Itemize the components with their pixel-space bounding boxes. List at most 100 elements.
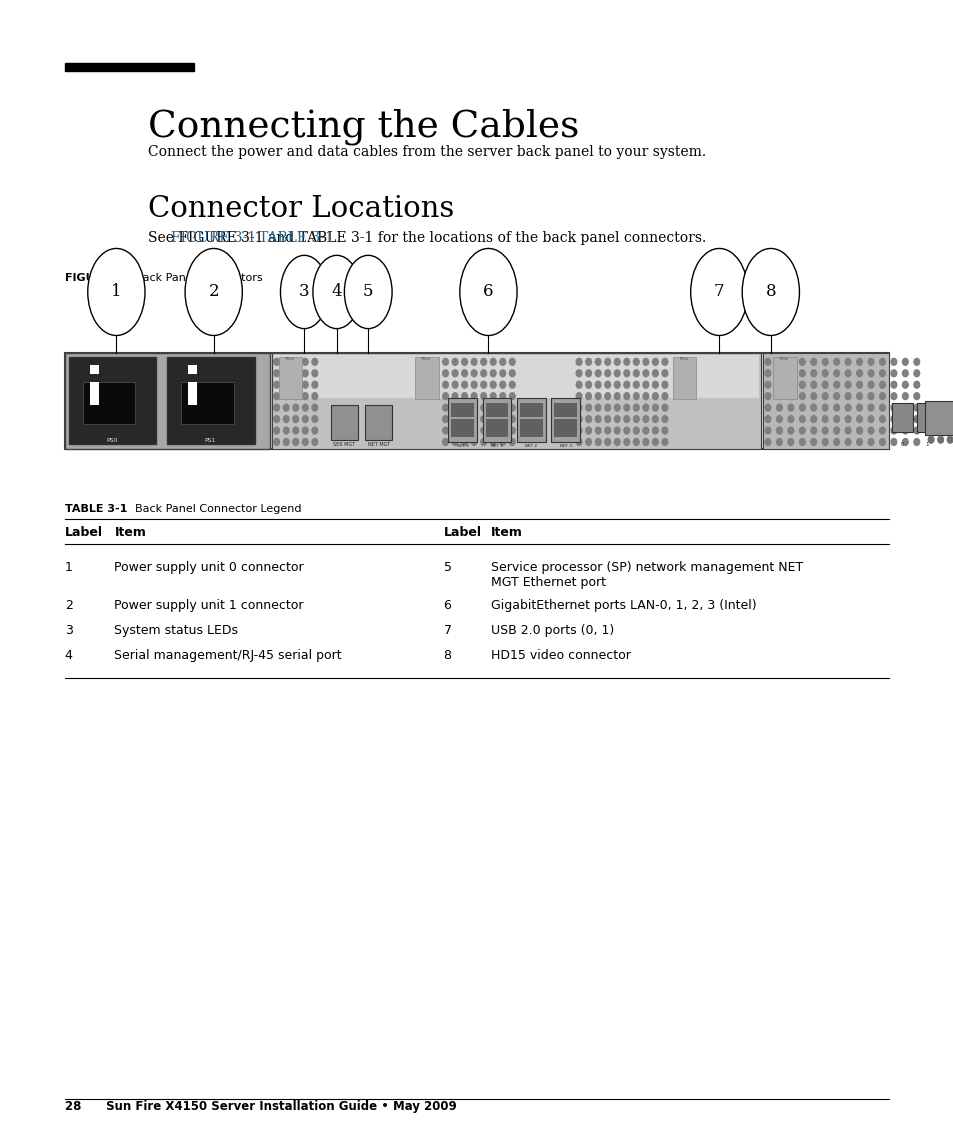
Circle shape (652, 381, 658, 388)
Circle shape (509, 404, 515, 411)
Circle shape (787, 393, 793, 400)
Circle shape (833, 370, 839, 377)
Circle shape (461, 404, 467, 411)
Bar (65, 353, 270, 449)
Circle shape (499, 427, 505, 434)
Circle shape (576, 416, 581, 423)
Text: See FIGURE 3-1 and TABLE 3-1 for the locations of the back panel connectors.: See FIGURE 3-1 and TABLE 3-1 for the loc… (148, 231, 705, 245)
Ellipse shape (690, 248, 747, 335)
Circle shape (879, 370, 884, 377)
Circle shape (614, 404, 619, 411)
Circle shape (799, 370, 804, 377)
Circle shape (821, 381, 827, 388)
Circle shape (302, 370, 308, 377)
Circle shape (302, 439, 308, 445)
Circle shape (623, 393, 629, 400)
Circle shape (652, 404, 658, 411)
Bar (90, 365, 99, 374)
Circle shape (652, 393, 658, 400)
Circle shape (642, 393, 648, 400)
Circle shape (902, 427, 907, 434)
Circle shape (490, 404, 496, 411)
Circle shape (902, 370, 907, 377)
Circle shape (452, 393, 457, 400)
Circle shape (799, 427, 804, 434)
Circle shape (856, 416, 862, 423)
Circle shape (764, 427, 770, 434)
Circle shape (471, 370, 476, 377)
Circle shape (452, 427, 457, 434)
Circle shape (913, 381, 919, 388)
Circle shape (471, 427, 476, 434)
Circle shape (902, 404, 907, 411)
Circle shape (490, 381, 496, 388)
Bar (762, 353, 888, 449)
Circle shape (879, 393, 884, 400)
Circle shape (764, 370, 770, 377)
Circle shape (890, 370, 896, 377)
Circle shape (776, 439, 781, 445)
Circle shape (576, 439, 581, 445)
Circle shape (480, 358, 486, 365)
Circle shape (585, 381, 591, 388)
Circle shape (595, 358, 600, 365)
Ellipse shape (88, 248, 145, 335)
Text: PS0: PS0 (106, 439, 117, 443)
Circle shape (461, 427, 467, 434)
Circle shape (844, 416, 850, 423)
Circle shape (810, 427, 816, 434)
Bar (551, 398, 579, 442)
Circle shape (293, 427, 298, 434)
Bar (924, 401, 953, 435)
Circle shape (810, 381, 816, 388)
Circle shape (913, 370, 919, 377)
Circle shape (442, 358, 448, 365)
Ellipse shape (344, 255, 392, 329)
Text: HD15 video connector: HD15 video connector (491, 649, 631, 662)
Text: 7: 7 (443, 624, 451, 637)
Circle shape (585, 404, 591, 411)
Bar (916, 403, 937, 432)
Text: 1: 1 (65, 561, 72, 574)
Text: Back Panel Connectors: Back Panel Connectors (134, 273, 262, 283)
Bar (672, 356, 696, 398)
Circle shape (293, 393, 298, 400)
Text: Label: Label (65, 526, 103, 539)
Circle shape (821, 439, 827, 445)
Circle shape (799, 404, 804, 411)
Text: PCIe: PCIe (779, 356, 788, 361)
Circle shape (902, 393, 907, 400)
Circle shape (604, 370, 610, 377)
Circle shape (604, 381, 610, 388)
Circle shape (585, 427, 591, 434)
Circle shape (576, 358, 581, 365)
Circle shape (661, 427, 667, 434)
Circle shape (764, 439, 770, 445)
Bar (188, 365, 197, 374)
Circle shape (661, 439, 667, 445)
Circle shape (661, 416, 667, 423)
Text: Service processor (SP) network management NET
MGT Ethernet port: Service processor (SP) network managemen… (491, 561, 802, 589)
Circle shape (585, 439, 591, 445)
Circle shape (821, 370, 827, 377)
Text: 7: 7 (713, 284, 724, 300)
Text: NET 2: NET 2 (525, 444, 537, 448)
Circle shape (856, 358, 862, 365)
Text: 4: 4 (331, 284, 342, 300)
Circle shape (661, 381, 667, 388)
Circle shape (642, 427, 648, 434)
Text: 0: 0 (900, 442, 903, 447)
Text: NET MGT: NET MGT (367, 442, 390, 447)
Circle shape (821, 393, 827, 400)
Circle shape (312, 358, 317, 365)
Circle shape (856, 370, 862, 377)
Text: GigabitEthernet ports LAN-0, 1, 2, 3 (Intel): GigabitEthernet ports LAN-0, 1, 2, 3 (In… (491, 599, 756, 611)
Circle shape (576, 404, 581, 411)
Circle shape (890, 404, 896, 411)
Bar (554, 419, 577, 437)
Bar (65, 63, 193, 71)
Circle shape (633, 381, 639, 388)
Circle shape (293, 358, 298, 365)
Circle shape (614, 427, 619, 434)
Circle shape (490, 358, 496, 365)
